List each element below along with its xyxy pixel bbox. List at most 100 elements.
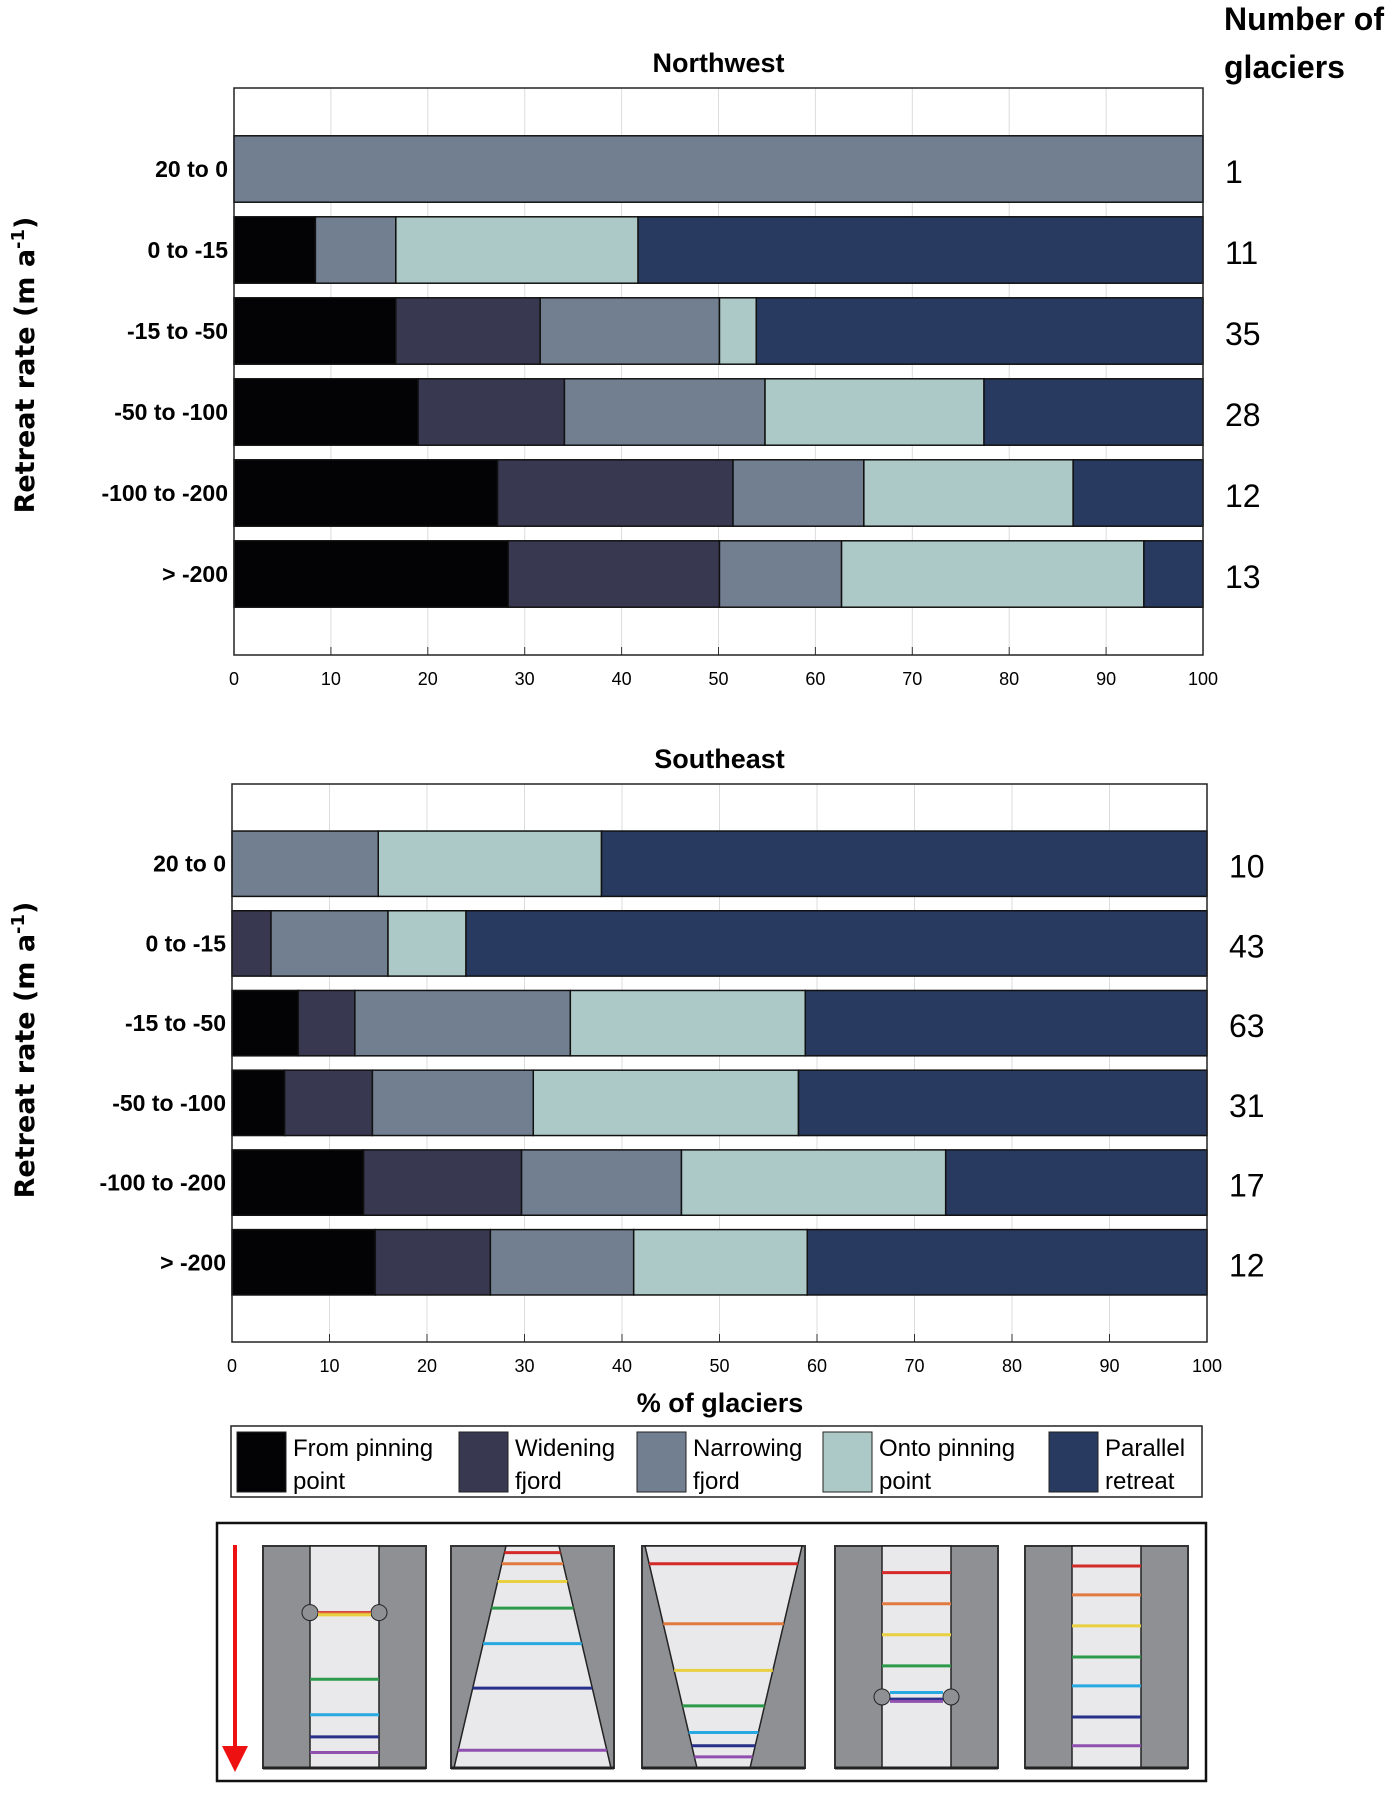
bar-segment-onto_pinning — [532, 1069, 800, 1137]
pinning-point-icon — [301, 1604, 319, 1622]
bar-segment-onto_pinning — [840, 540, 1145, 608]
bar-segment-widening — [297, 989, 356, 1057]
bar-segment-narrowing — [563, 378, 766, 446]
arrow-head-icon — [222, 1746, 248, 1772]
legend-label: point — [879, 1468, 931, 1495]
fjord-channel — [309, 1545, 380, 1769]
bar-segment-parallel — [1072, 459, 1204, 527]
bar-segment-widening — [362, 1149, 523, 1217]
glacier-count: 31 — [1229, 1088, 1265, 1124]
bar-segment-onto_pinning — [718, 297, 758, 365]
legend-box — [230, 1425, 1203, 1498]
y-tick-label: 0 to -15 — [147, 237, 228, 263]
widening-fjord-panel — [450, 1545, 615, 1770]
x-tick-label: 60 — [807, 1356, 827, 1376]
bar-segment-narrowing — [718, 540, 843, 608]
y-tick-label: > -200 — [160, 1249, 226, 1275]
count-column-header: Number of glaciers — [1224, 1, 1384, 85]
y-tick-label: -100 to -200 — [101, 480, 228, 506]
pinning-point-icon — [942, 1688, 960, 1706]
bar-segment-from_pinning — [233, 216, 317, 284]
retreat-style-diagram — [215, 1521, 1208, 1783]
bar-segment-onto_pinning — [395, 216, 639, 284]
x-tick-label: 0 — [229, 669, 239, 689]
x-tick-label: 40 — [612, 1356, 632, 1376]
parallel-retreat-panel — [1024, 1545, 1189, 1770]
glacier-count: 12 — [1225, 478, 1261, 514]
x-tick-label: 80 — [1002, 1356, 1022, 1376]
x-tick-label: 80 — [999, 669, 1019, 689]
y-tick-label: -50 to -100 — [112, 1090, 226, 1116]
y-axis-label: Retreat rate (m a-1) — [8, 902, 41, 1199]
legend-swatch-onto_pinning — [822, 1431, 873, 1493]
bar-segment-narrowing — [231, 830, 379, 898]
x-axis-label: % of glaciers — [637, 1388, 804, 1418]
bar-segment-narrowing — [314, 216, 397, 284]
bar-segment-onto_pinning — [764, 378, 985, 446]
bar-segment-widening — [496, 459, 734, 527]
x-tick-label: 90 — [1096, 669, 1116, 689]
bar-segment-parallel — [755, 297, 1204, 365]
y-tick-label: > -200 — [162, 561, 228, 587]
legend-label: fjord — [693, 1468, 740, 1495]
onto-pinning-point-panel — [834, 1545, 999, 1770]
glacier-count: 43 — [1229, 928, 1265, 964]
y-tick-label: 20 to 0 — [155, 156, 228, 182]
glacier-count: 1 — [1225, 154, 1243, 190]
x-tick-label: 70 — [902, 669, 922, 689]
bar-segment-widening — [417, 378, 566, 446]
legend-label: Parallel — [1105, 1435, 1185, 1462]
x-tick-label: 50 — [709, 1356, 729, 1376]
legend: From pinning point Widening fjord Narrowing f… — [230, 1425, 1203, 1498]
bar-segment-parallel — [806, 1228, 1208, 1296]
plot-frame — [233, 87, 1204, 656]
bar-segment-parallel — [465, 909, 1208, 977]
bar-segment-widening — [395, 297, 541, 365]
y-tick-label: -15 to -50 — [125, 1010, 226, 1036]
count-header-line1: Number of — [1224, 1, 1384, 37]
legend-swatch-widening — [458, 1431, 509, 1493]
bar-segment-narrowing — [354, 989, 572, 1057]
legend-label: fjord — [515, 1468, 562, 1495]
x-tick-label: 60 — [805, 669, 825, 689]
bar-segment-from_pinning — [231, 1228, 377, 1296]
bar-segment-parallel — [637, 216, 1204, 284]
legend-label: Onto pinning — [879, 1435, 1015, 1462]
y-tick-label: 0 to -15 — [145, 930, 226, 956]
y-tick-label: -15 to -50 — [127, 318, 228, 344]
x-tick-label: 90 — [1099, 1356, 1119, 1376]
from-pinning-point-panel — [262, 1545, 427, 1770]
bar-segment-onto_pinning — [863, 459, 1074, 527]
northwest-chart: 0 10 20 30 40 50 60 70 80 90 100 Northwest 20 to 0 1 0… — [8, 48, 1261, 689]
y-axis-label: Retreat rate (m a-1) — [8, 217, 41, 514]
bar-segment-narrowing — [732, 459, 865, 527]
bar-segment-widening — [231, 909, 272, 977]
legend-label: Narrowing — [693, 1435, 802, 1462]
glacier-count: 35 — [1225, 316, 1261, 352]
bar-segment-from_pinning — [233, 378, 419, 446]
y-tick-label: -50 to -100 — [114, 399, 228, 425]
glacier-count: 13 — [1225, 559, 1261, 595]
legend-label: point — [293, 1468, 345, 1495]
x-tick-label: 70 — [904, 1356, 924, 1376]
y-tick-label: 20 to 0 — [153, 851, 226, 877]
bar-segment-onto_pinning — [569, 989, 807, 1057]
x-tick-label: 30 — [514, 1356, 534, 1376]
bar-segment-onto_pinning — [387, 909, 467, 977]
bar-segment-parallel — [804, 989, 1208, 1057]
glacier-count: 63 — [1229, 1008, 1265, 1044]
bar-segment-onto_pinning — [632, 1228, 809, 1296]
legend-swatch-from_pinning — [236, 1431, 287, 1493]
x-tick-label: 10 — [319, 1356, 339, 1376]
bar-segment-parallel — [1143, 540, 1204, 608]
bar-segment-from_pinning — [231, 1069, 286, 1137]
pinning-point-icon — [370, 1604, 388, 1622]
bar-segment-narrowing — [520, 1149, 683, 1217]
bar-segment-onto_pinning — [377, 830, 603, 898]
x-tick-label: 100 — [1188, 669, 1218, 689]
x-tick-label: 10 — [321, 669, 341, 689]
glacier-count: 17 — [1229, 1168, 1265, 1204]
glacier-count: 10 — [1229, 849, 1265, 885]
chart-title: Northwest — [652, 48, 784, 78]
